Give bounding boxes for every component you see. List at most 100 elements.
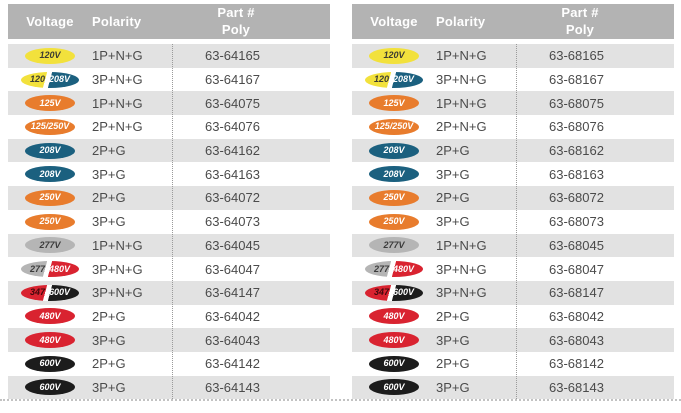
voltage-badge-teal: 208V	[25, 166, 75, 183]
voltage-cell: 480V	[8, 308, 92, 325]
parts-table-right: Voltage Polarity Part # Poly 120V 1P+N+G 6…	[352, 4, 674, 400]
polarity-value: 1P+N+G	[92, 48, 143, 64]
table-row: 250V 3P+G 63-68073	[352, 210, 674, 234]
column-header-voltage: Voltage	[26, 14, 74, 29]
voltage-cell: 277 480V	[352, 261, 436, 278]
table-header: Voltage Polarity Part # Poly	[352, 4, 674, 39]
table-row: 120V 1P+N+G 63-64165	[8, 44, 330, 68]
voltage-cell: 347 600V	[352, 284, 436, 301]
part-number: 63-68075	[549, 95, 604, 111]
badge-left-label: 120	[373, 74, 389, 85]
column-header-voltage: Voltage	[370, 14, 418, 29]
voltage-badge-split-gray-red: 277 480V	[21, 261, 79, 278]
voltage-cell: 250V	[352, 189, 436, 206]
voltage-badge-split-yellow-teal: 120 208V	[21, 71, 79, 88]
polarity-value: 2P+N+G	[92, 119, 143, 135]
polarity-value: 1P+N+G	[436, 95, 487, 111]
badge-right-label: 208V	[393, 74, 415, 85]
polarity-value: 2P+N+G	[436, 119, 487, 135]
part-number: 63-64167	[205, 72, 260, 88]
parts-table-left: Voltage Polarity Part # Poly 120V 1P+N+G 6…	[8, 4, 330, 400]
polarity-value: 2P+G	[436, 190, 470, 206]
column-header-polarity: Polarity	[436, 14, 486, 29]
voltage-badge-red: 480V	[369, 332, 419, 349]
voltage-badge-teal: 208V	[369, 142, 419, 159]
polarity-value: 2P+G	[92, 190, 126, 206]
part-number: 63-64042	[205, 308, 260, 324]
table-row: 600V 2P+G 63-64142	[8, 352, 330, 376]
part-number: 63-64076	[205, 119, 260, 135]
tables-container: Voltage Polarity Part # Poly 120V 1P+N+G 6…	[8, 4, 674, 400]
table-row: 120V 1P+N+G 63-68165	[352, 44, 674, 68]
table-row: 125V 1P+N+G 63-64075	[8, 91, 330, 116]
column-divider-dotted	[516, 44, 517, 400]
voltage-cell: 600V	[8, 355, 92, 372]
voltage-badge-orange: 250V	[369, 213, 419, 230]
voltage-cell: 125/250V	[352, 118, 436, 135]
voltage-cell: 125V	[352, 95, 436, 112]
voltage-badge-orange: 250V	[25, 189, 75, 206]
table-row: 277 480V 3P+N+G 63-64047	[8, 257, 330, 281]
column-header-part-poly: Part # Poly	[172, 5, 330, 38]
polarity-value: 3P+G	[436, 214, 470, 230]
badge-left-label: 347	[29, 287, 45, 298]
bottom-divider-dotted	[0, 399, 681, 401]
part-header-line1: Part #	[217, 5, 255, 21]
voltage-cell: 600V	[352, 379, 436, 396]
polarity-value: 3P+G	[92, 379, 126, 395]
part-number: 63-68163	[549, 166, 604, 182]
voltage-cell: 120V	[8, 47, 92, 64]
part-number: 63-64143	[205, 379, 260, 395]
voltage-cell: 600V	[8, 379, 92, 396]
table-body: 120V 1P+N+G 63-64165 120 208V 3P+N+G 63-64167 1…	[8, 44, 330, 400]
voltage-cell: 347 600V	[8, 284, 92, 301]
voltage-badge-black: 600V	[25, 355, 75, 372]
voltage-badge-teal: 208V	[25, 142, 75, 159]
voltage-badge-split-red-black: 347 600V	[21, 284, 79, 301]
part-number: 63-68142	[549, 356, 604, 372]
voltage-cell: 125V	[8, 95, 92, 112]
polarity-value: 3P+N+G	[436, 72, 487, 88]
badge-right-label: 480V	[49, 263, 71, 274]
badge-left-label: 277	[373, 263, 389, 274]
part-number: 63-64075	[205, 95, 260, 111]
voltage-badge-orange: 125/250V	[369, 118, 419, 135]
polarity-value: 3P+G	[92, 332, 126, 348]
polarity-value: 2P+G	[92, 308, 126, 324]
voltage-cell: 600V	[352, 355, 436, 372]
column-divider-dotted	[172, 44, 173, 400]
voltage-cell: 208V	[8, 142, 92, 159]
voltage-cell: 208V	[8, 166, 92, 183]
column-header-polarity: Polarity	[92, 14, 142, 29]
polarity-value: 2P+G	[436, 308, 470, 324]
polarity-value: 3P+N+G	[436, 285, 487, 301]
polarity-value: 2P+G	[92, 143, 126, 159]
table-row: 125/250V 2P+N+G 63-68076	[352, 115, 674, 139]
table-row: 125V 1P+N+G 63-68075	[352, 91, 674, 116]
polarity-value: 3P+G	[436, 332, 470, 348]
voltage-badge-red: 480V	[25, 308, 75, 325]
table-row: 347 600V 3P+N+G 63-64147	[8, 280, 330, 305]
polarity-value: 3P+G	[436, 379, 470, 395]
table-row: 347 600V 3P+N+G 63-68147	[352, 280, 674, 305]
part-number: 63-68047	[549, 261, 604, 277]
part-number: 63-68076	[549, 119, 604, 135]
part-number: 63-64045	[205, 237, 260, 253]
polarity-value: 1P+N+G	[92, 95, 143, 111]
part-number: 63-68042	[549, 308, 604, 324]
voltage-cell: 125/250V	[8, 118, 92, 135]
voltage-cell: 208V	[352, 142, 436, 159]
voltage-badge-gray: 277V	[369, 237, 419, 254]
part-number: 63-64163	[205, 166, 260, 182]
voltage-badge-split-gray-red: 277 480V	[365, 261, 423, 278]
table-row: 208V 2P+G 63-64162	[8, 138, 330, 163]
table-row: 480V 2P+G 63-64042	[8, 305, 330, 329]
polarity-value: 1P+N+G	[436, 237, 487, 253]
badge-right-label: 480V	[393, 263, 415, 274]
table-header: Voltage Polarity Part # Poly	[8, 4, 330, 39]
polarity-value: 2P+G	[436, 356, 470, 372]
table-row: 208V 2P+G 63-68162	[352, 138, 674, 163]
table-row: 480V 3P+G 63-68043	[352, 328, 674, 352]
table-row: 250V 2P+G 63-68072	[352, 186, 674, 210]
